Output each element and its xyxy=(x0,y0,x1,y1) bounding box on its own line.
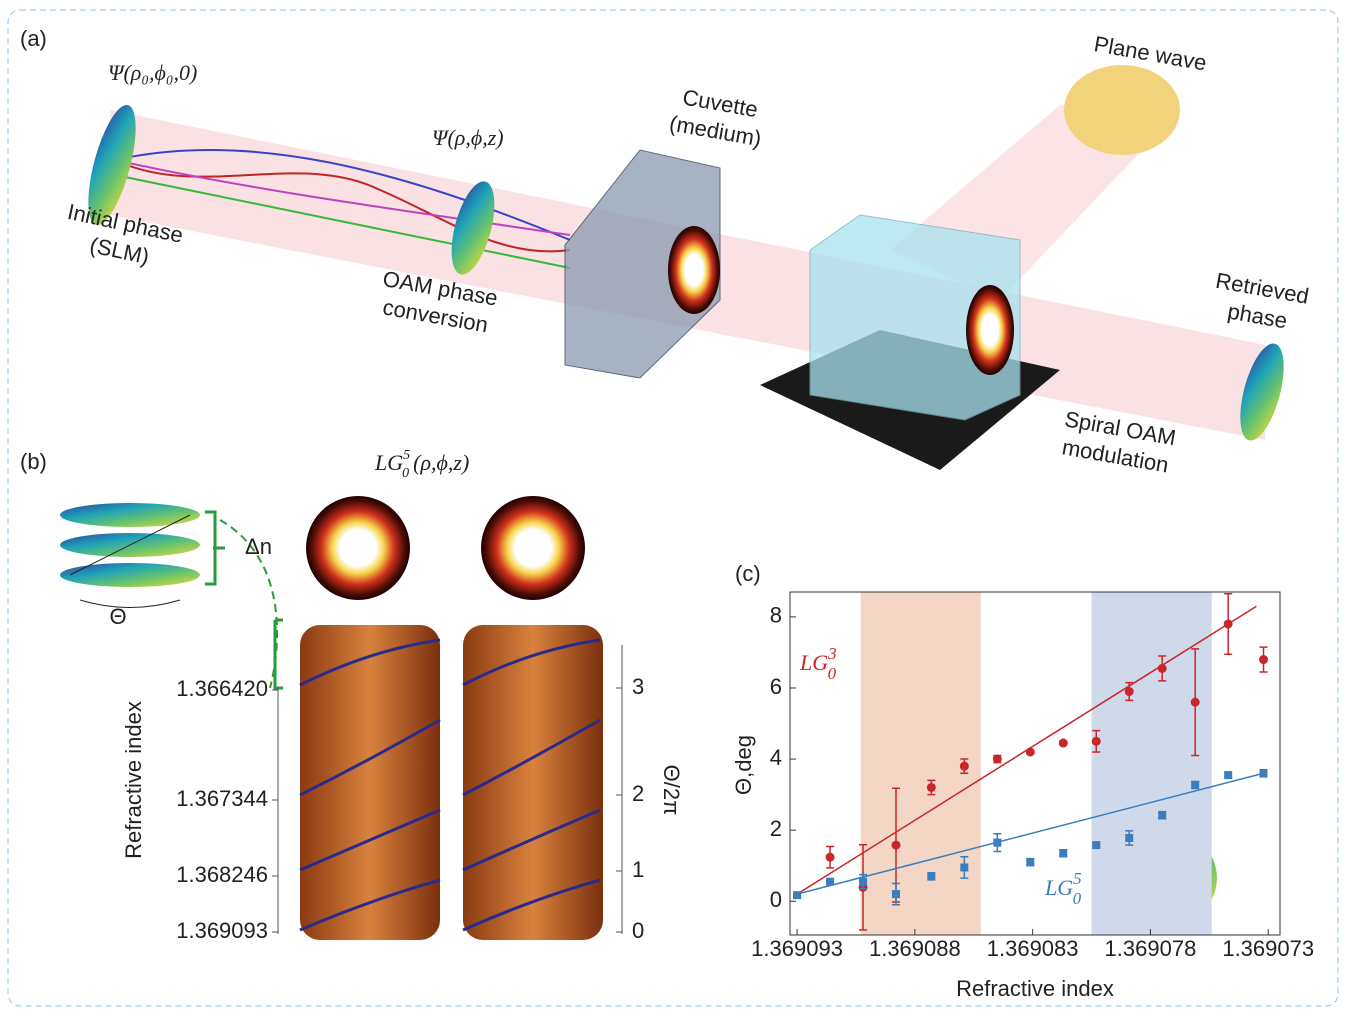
data-point xyxy=(826,853,835,862)
label: 2 xyxy=(632,781,644,806)
x-tick-label: 1.369078 xyxy=(1105,936,1197,961)
label: Θ/2π xyxy=(659,765,684,816)
data-point xyxy=(892,890,900,898)
panel-title: LG5 0 (ρ,ϕ,z) xyxy=(374,448,469,481)
y-tick-label: 4 xyxy=(770,745,782,770)
data-point xyxy=(1259,655,1268,664)
figure: (a)Ψ(ρ₀,ϕ₀,0)Ψ(ρ,ϕ,z)Initial phase(SLM)O… xyxy=(0,0,1347,1014)
data-point xyxy=(1092,737,1101,746)
data-point xyxy=(993,839,1001,847)
y-tick-label: 6 xyxy=(770,674,782,699)
label: Refractive index xyxy=(121,701,146,859)
data-point xyxy=(1092,841,1100,849)
legend-part: LG xyxy=(1044,875,1073,900)
data-point xyxy=(927,783,936,792)
data-point xyxy=(993,755,1002,764)
label: 1 xyxy=(632,857,644,882)
data-point xyxy=(927,872,935,880)
data-point xyxy=(960,863,968,871)
legend-part: 3 xyxy=(827,644,837,663)
label: 1.366420 xyxy=(176,676,268,701)
y-tick-label: 2 xyxy=(770,816,782,841)
data-point xyxy=(960,762,969,771)
data-point xyxy=(1158,811,1166,819)
data-point xyxy=(1158,664,1167,673)
x-tick-label: 1.369093 xyxy=(751,936,843,961)
data-point xyxy=(826,878,834,886)
title-part: 0 xyxy=(402,466,409,481)
data-point xyxy=(1059,849,1067,857)
label: 1.369093 xyxy=(176,918,268,943)
band xyxy=(1092,592,1212,935)
label: 0 xyxy=(632,918,644,943)
label: Θ xyxy=(109,604,126,629)
chart: (c) 1.369093 1.369088 1.369083 1.369078 1.369… xyxy=(731,561,1314,1001)
data-point xyxy=(1224,619,1233,628)
data-point xyxy=(1191,781,1199,789)
data-point xyxy=(1026,858,1034,866)
legend-part: LG xyxy=(799,650,828,675)
label: Δn xyxy=(245,534,272,559)
label: 1.368246 xyxy=(176,862,268,887)
legend-part: 5 xyxy=(1073,869,1082,888)
y-tick-label: 8 xyxy=(770,603,782,628)
x-axis-label: Refractive index xyxy=(956,976,1114,1001)
data-point xyxy=(1026,747,1035,756)
title-part: 5 xyxy=(403,448,410,463)
x-tick-label: 1.369083 xyxy=(987,936,1079,961)
label: 3 xyxy=(632,674,644,699)
label: (a) xyxy=(20,26,47,51)
title-part: LG xyxy=(374,450,403,475)
data-point xyxy=(1260,769,1268,777)
data-point xyxy=(1224,771,1232,779)
data-point xyxy=(892,841,901,850)
data-point xyxy=(793,891,801,899)
title-part: (ρ,ϕ,z) xyxy=(413,450,469,475)
data-point xyxy=(1125,834,1133,842)
data-point xyxy=(1059,739,1068,748)
legend-part: 0 xyxy=(1073,889,1082,908)
label: 1.367344 xyxy=(176,786,268,811)
y-axis-label: Θ,deg xyxy=(731,735,756,795)
panel-label: (c) xyxy=(735,561,761,586)
y-tick-label: 0 xyxy=(770,887,782,912)
label: (b) xyxy=(20,449,47,474)
x-tick-label: 1.369073 xyxy=(1222,936,1314,961)
data-point xyxy=(859,878,867,886)
data-point xyxy=(1125,687,1134,696)
label: Ψ(ρ,ϕ,z) xyxy=(432,125,504,150)
data-point xyxy=(1191,698,1200,707)
legend-part: 0 xyxy=(828,664,837,683)
label: Ψ(ρ₀,ϕ₀,0) xyxy=(108,60,197,85)
x-tick-label: 1.369088 xyxy=(869,936,961,961)
